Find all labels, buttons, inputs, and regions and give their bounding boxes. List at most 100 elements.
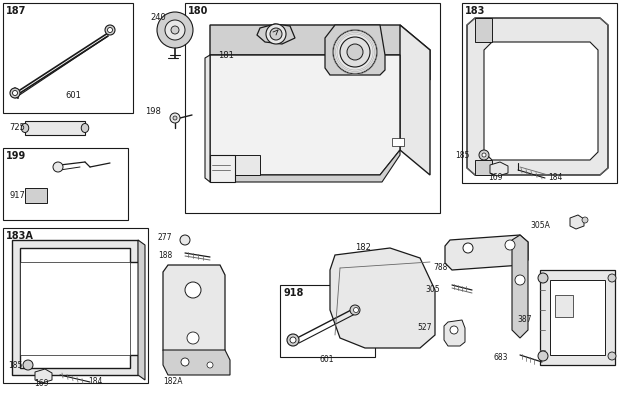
- Text: 169: 169: [488, 173, 502, 182]
- Circle shape: [287, 334, 299, 346]
- Text: 184: 184: [548, 173, 562, 182]
- Polygon shape: [475, 18, 492, 42]
- Circle shape: [105, 25, 115, 35]
- Circle shape: [482, 153, 486, 157]
- Text: 387: 387: [518, 316, 532, 325]
- Circle shape: [171, 26, 179, 34]
- Ellipse shape: [81, 123, 89, 132]
- Text: 182A: 182A: [163, 378, 182, 386]
- Text: 601: 601: [65, 90, 81, 99]
- Bar: [280, 285, 375, 357]
- Polygon shape: [490, 162, 508, 176]
- Circle shape: [347, 44, 363, 60]
- Bar: [3, 148, 128, 220]
- Circle shape: [170, 113, 180, 123]
- Circle shape: [165, 20, 185, 40]
- Polygon shape: [330, 248, 435, 348]
- Circle shape: [350, 305, 360, 315]
- Circle shape: [353, 307, 358, 312]
- Circle shape: [479, 150, 489, 160]
- Circle shape: [23, 360, 33, 370]
- Circle shape: [450, 326, 458, 334]
- Text: 917: 917: [9, 191, 25, 200]
- Polygon shape: [444, 320, 465, 346]
- Circle shape: [180, 235, 190, 245]
- Polygon shape: [235, 155, 260, 175]
- Text: 527: 527: [417, 323, 432, 332]
- Text: 918: 918: [283, 288, 303, 298]
- Text: 181: 181: [218, 50, 234, 59]
- Circle shape: [505, 240, 515, 250]
- Polygon shape: [512, 235, 528, 338]
- Bar: [20, 262, 130, 355]
- Bar: [392, 138, 404, 146]
- Text: 601: 601: [320, 356, 335, 364]
- Text: 183: 183: [465, 6, 485, 16]
- Text: 305: 305: [425, 285, 440, 294]
- Bar: [555, 295, 573, 317]
- Circle shape: [538, 273, 548, 283]
- Circle shape: [266, 24, 286, 44]
- Bar: [3, 3, 133, 113]
- Circle shape: [463, 243, 473, 253]
- Bar: [25, 188, 47, 203]
- Text: 185: 185: [456, 151, 470, 160]
- Circle shape: [10, 88, 20, 98]
- Polygon shape: [475, 160, 492, 175]
- Circle shape: [340, 37, 370, 67]
- Bar: [550, 280, 605, 355]
- Circle shape: [515, 275, 525, 285]
- Text: 184: 184: [88, 378, 102, 386]
- Circle shape: [270, 28, 282, 40]
- Polygon shape: [400, 25, 430, 175]
- Polygon shape: [445, 235, 528, 270]
- Circle shape: [582, 217, 588, 223]
- Circle shape: [173, 116, 177, 120]
- Polygon shape: [163, 350, 230, 375]
- Text: 188: 188: [157, 250, 172, 259]
- Circle shape: [187, 332, 199, 344]
- Text: 187: 187: [6, 6, 27, 16]
- Circle shape: [157, 12, 193, 48]
- Text: 169: 169: [34, 380, 48, 389]
- Text: 725: 725: [9, 123, 25, 132]
- Polygon shape: [35, 369, 52, 383]
- Polygon shape: [210, 150, 400, 182]
- Text: 180: 180: [188, 6, 208, 16]
- Text: 199: 199: [6, 151, 26, 161]
- Polygon shape: [12, 240, 138, 375]
- Text: 683: 683: [494, 353, 508, 362]
- Polygon shape: [210, 155, 235, 182]
- Polygon shape: [570, 215, 584, 229]
- Text: eReplacementParts.com: eReplacementParts.com: [216, 197, 404, 212]
- Text: 198: 198: [145, 108, 161, 116]
- Bar: [462, 3, 617, 183]
- Polygon shape: [138, 240, 145, 380]
- Text: 185: 185: [8, 360, 22, 369]
- Polygon shape: [210, 25, 430, 80]
- Text: 277: 277: [157, 233, 172, 242]
- Circle shape: [12, 90, 17, 95]
- Circle shape: [181, 358, 189, 366]
- Circle shape: [185, 282, 201, 298]
- Text: 182: 182: [355, 244, 371, 252]
- Polygon shape: [325, 25, 385, 75]
- Polygon shape: [467, 18, 608, 175]
- Polygon shape: [210, 55, 400, 175]
- Text: 788: 788: [433, 263, 448, 272]
- Polygon shape: [484, 42, 598, 160]
- Text: 240: 240: [150, 13, 166, 22]
- Circle shape: [207, 362, 213, 368]
- Bar: [3, 228, 148, 383]
- Text: 305A: 305A: [530, 220, 550, 230]
- Text: 183A: 183A: [6, 231, 34, 241]
- Circle shape: [538, 351, 548, 361]
- Circle shape: [290, 337, 296, 343]
- Bar: [540, 270, 615, 365]
- Ellipse shape: [21, 123, 29, 132]
- Circle shape: [53, 162, 63, 172]
- Polygon shape: [163, 265, 225, 358]
- Polygon shape: [25, 121, 85, 135]
- Circle shape: [26, 363, 30, 367]
- Circle shape: [608, 352, 616, 360]
